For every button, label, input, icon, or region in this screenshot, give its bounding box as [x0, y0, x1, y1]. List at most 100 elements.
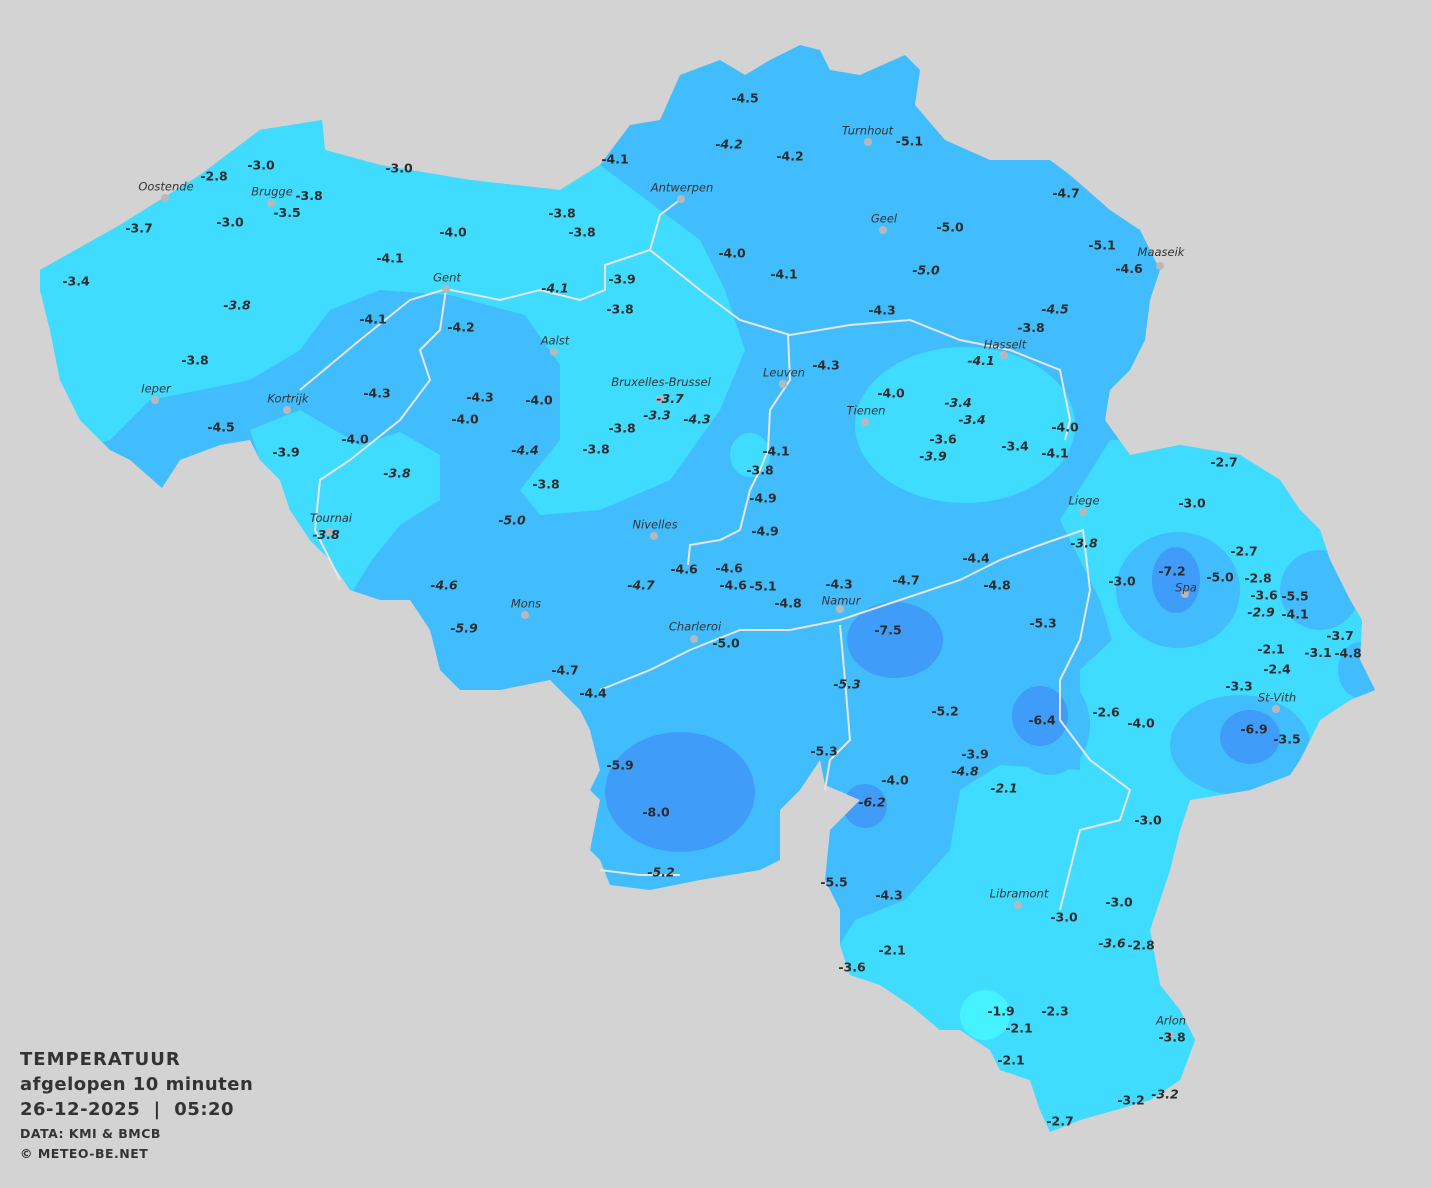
temperature-label: -3.8 [1158, 1030, 1185, 1045]
city-label: Turnhout [842, 124, 894, 138]
city-label: Namur [822, 594, 862, 608]
temperature-label: -1.9 [987, 1003, 1014, 1018]
temperature-label: -2.8 [200, 169, 227, 184]
band-dark-stvith [1220, 710, 1280, 764]
temperature-label: -3.9 [272, 445, 299, 460]
temperature-label: -4.9 [751, 524, 778, 539]
temperature-label: -7.5 [874, 623, 901, 638]
temperature-label: -3.4 [1001, 439, 1029, 454]
temperature-label: -2.1 [1257, 642, 1284, 657]
temperature-label: -2.7 [1230, 544, 1257, 559]
city-label: Ieper [141, 382, 172, 396]
temperature-label: -3.7 [125, 221, 152, 236]
river [599, 869, 680, 876]
temperature-label: -3.8 [383, 466, 411, 481]
temperature-label: -5.0 [912, 263, 940, 278]
temperature-label: -4.3 [683, 412, 710, 427]
temperature-label: -5.1 [749, 578, 776, 593]
temperature-label: -3.5 [273, 205, 300, 220]
temperature-label: -2.3 [1041, 1004, 1068, 1019]
city-label: Brugge [251, 185, 293, 199]
city-label: Tournai [310, 511, 353, 525]
legend-datetime: 26-12-2025 | 05:20 [20, 1099, 235, 1120]
city-dot [1079, 508, 1087, 516]
temperature-label: -3.9 [919, 449, 947, 464]
city-dot [1156, 262, 1164, 270]
river [313, 288, 447, 581]
temperature-label: -5.0 [498, 513, 526, 528]
temperature-label: -4.1 [376, 251, 403, 266]
city-label: Libramont [990, 887, 1049, 901]
river [687, 334, 792, 566]
temperature-label: -3.0 [385, 161, 413, 176]
temperature-label: -3.8 [746, 463, 773, 478]
temperature-label: -5.3 [833, 677, 860, 692]
temperature-label: -4.0 [1127, 716, 1155, 731]
temperature-label: -7.2 [1158, 563, 1185, 578]
band-light-tienen [855, 347, 1075, 503]
city-label: Oostende [138, 180, 193, 194]
city-label: St-Vith [1258, 691, 1296, 705]
city-dot [521, 611, 529, 619]
band-dark-64 [1012, 686, 1068, 746]
temperature-label: -4.0 [341, 432, 369, 447]
city-dot [690, 635, 698, 643]
city-label: Spa [1175, 581, 1197, 595]
city-dots [151, 138, 1280, 1039]
temperature-label: -4.6 [719, 578, 747, 593]
temperature-label: -3.4 [62, 274, 90, 289]
temperature-label: -5.9 [606, 758, 633, 773]
temperature-label: -5.3 [810, 744, 837, 759]
temperature-label: -3.6 [838, 960, 866, 975]
city-dot [550, 348, 558, 356]
temperature-label: -6.4 [1028, 713, 1056, 728]
temperature-label: -2.8 [1244, 571, 1271, 586]
temperature-label: -3.9 [961, 746, 988, 761]
temperature-label: -4.8 [951, 764, 979, 779]
legend-subtitle: afgelopen 10 minuten [20, 1074, 254, 1095]
city-label: Gent [433, 271, 461, 285]
temperature-label: -3.0 [1134, 813, 1162, 828]
city-dot [1014, 901, 1022, 909]
temperature-label: -4.5 [1041, 302, 1069, 317]
temperature-label: -4.7 [892, 573, 919, 588]
temperature-label: -5.9 [450, 621, 478, 636]
map-legend: TEMPERATUUR afgelopen 10 minuten 26-12-2… [20, 1047, 253, 1164]
temperature-label: -3.9 [608, 272, 635, 287]
temperature-label: -2.8 [1127, 938, 1154, 953]
temperature-label: -4.1 [601, 152, 628, 167]
city-dot [864, 138, 872, 146]
temperature-label: -3.8 [223, 298, 251, 313]
city-label: Arlon [1155, 1013, 1186, 1027]
temperature-label: -3.0 [1105, 895, 1133, 910]
temperature-label: -3.6 [1250, 588, 1278, 603]
temperature-label: -5.5 [1281, 589, 1308, 604]
temperature-label: -4.8 [774, 596, 801, 611]
band-light-west [40, 105, 745, 515]
city-label: Aalst [540, 334, 570, 348]
temperature-label: -4.0 [451, 412, 479, 427]
rivers [299, 198, 1132, 911]
temperature-label: -4.5 [731, 91, 758, 106]
temperature-label: -3.2 [1117, 1093, 1144, 1108]
temperature-label: -3.2 [1151, 1087, 1178, 1102]
temperature-label: -2.6 [1092, 705, 1120, 720]
temperature-label: -4.5 [207, 420, 234, 435]
city-dot [836, 605, 844, 613]
temperature-label: -4.1 [541, 281, 568, 296]
city-label: Maaseik [1138, 245, 1186, 259]
temperature-label: -5.1 [1088, 238, 1115, 253]
temperature-label: -4.3 [825, 576, 852, 591]
temperature-label: -2.1 [997, 1053, 1024, 1068]
temperature-label: -3.8 [582, 442, 609, 457]
city-dot [1166, 1031, 1174, 1039]
river [824, 624, 852, 791]
city-label: Nivelles [632, 518, 677, 532]
city-dot [267, 199, 275, 207]
city-dot [283, 406, 291, 414]
temperature-label: -4.2 [715, 137, 742, 152]
city-label: Kortrijk [267, 392, 310, 406]
temperature-labels: -4.5 -4.2 -4.2 -5.1 -4.1 -3.0 -2.8 -3.0 -3.8 -3.5… [62, 91, 1361, 1129]
temperature-label: -4.3 [868, 303, 895, 318]
temperature-label: -4.3 [363, 386, 390, 401]
